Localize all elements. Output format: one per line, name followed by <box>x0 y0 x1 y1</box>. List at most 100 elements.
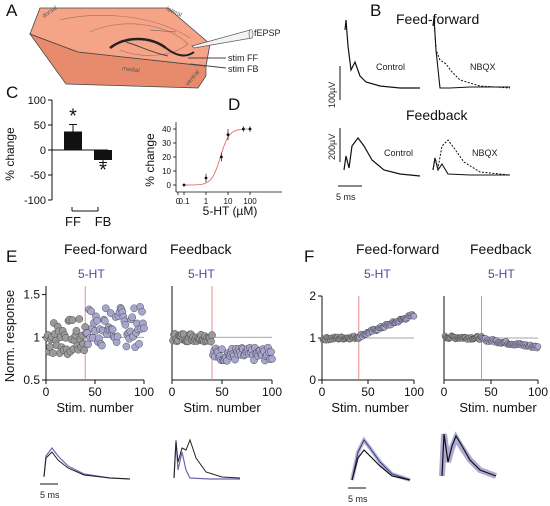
d-x-tick-label: 1 <box>204 197 209 206</box>
f-ff-title: Feed-forward <box>356 241 439 257</box>
cell-layer <box>109 37 167 50</box>
y-tick-label: 1.5 <box>23 288 40 302</box>
panel-label-d: D <box>228 95 240 114</box>
ff-nbqx-dotted-trace <box>432 17 511 89</box>
d-points <box>182 126 252 187</box>
d-y-tick-label: 10 <box>162 167 171 176</box>
d-y-tick-label: 20 <box>162 153 171 162</box>
e-ff-scatter: 0 50 100 0.5 1 1.5 <box>23 286 154 399</box>
d-x-tick-label: 0 <box>176 197 181 206</box>
x-tick-label: 100 <box>528 385 548 399</box>
panel-e: Feed-forward Feedback 5-HT 5-HT Norm. re… <box>2 241 282 500</box>
c-significance-star: * <box>99 160 107 182</box>
d-y-tick-label: 0 <box>167 181 172 190</box>
x-tick-label: 0 <box>169 385 176 399</box>
x-tick-label: 100 <box>262 385 282 399</box>
f-ff-drug-trace <box>351 439 411 481</box>
f-time-scale-label: 5 ms <box>348 494 368 504</box>
data-point-drug <box>98 341 106 350</box>
fb-control-trace <box>343 137 421 177</box>
x-tick-label: 0 <box>43 385 50 399</box>
c-y-tick-label: 50 <box>34 120 46 132</box>
c-y-tick-label: 0 <box>40 145 46 157</box>
e-ff-title: Feed-forward <box>64 241 147 257</box>
data-point-drug <box>534 343 542 350</box>
panel-label-c: C <box>6 83 18 102</box>
d-sigmoid-fit <box>184 128 250 186</box>
data-point-drug <box>113 332 122 341</box>
f-fb-scatter: 0 50 100 <box>441 296 548 399</box>
f-fb-drug-label: 5-HT <box>488 267 515 281</box>
f-ff-x-axis-label: Stim. number <box>331 400 409 415</box>
d-x-tick-label: 10 <box>224 197 233 206</box>
c-category-label: FB <box>95 214 112 229</box>
y-tick-label: 0.5 <box>23 373 40 387</box>
d-point <box>248 127 252 131</box>
panel-b: Feed-forward Feedback Control NBQX 100µV… <box>327 11 511 202</box>
data-point-baseline <box>49 349 57 357</box>
data-point-drug <box>87 307 95 316</box>
data-point-drug <box>84 340 92 349</box>
f-fb-title: Feedback <box>470 241 532 257</box>
e-y-axis-label: Norm. response <box>2 290 17 382</box>
data-point-drug <box>268 355 276 363</box>
stim-ff-label: stim FF <box>228 53 258 63</box>
y-tick-label: 1 <box>309 331 316 345</box>
d-point <box>226 133 230 137</box>
d-x-axis-label: 5-HT (µM) <box>203 204 258 218</box>
y-tick-label: 1 <box>33 330 40 344</box>
c-y-ticks: 100 50 0 -50 -100 <box>24 95 52 207</box>
ff-nbqx-trace <box>432 17 510 89</box>
e-fb-drug-trace <box>173 439 240 480</box>
c-bars: * FF * FB <box>64 106 112 229</box>
f-ff-drug-label: 5-HT <box>364 267 391 281</box>
e-ff-x-axis-label: Stim. number <box>56 400 134 415</box>
e-fb-drug-label: 5-HT <box>188 267 215 281</box>
b-time-scale-label: 5 ms <box>336 192 356 202</box>
d-y-axis-label: % change <box>143 133 157 187</box>
data-point-baseline <box>80 346 88 355</box>
c-y-tick-label: -100 <box>24 195 46 207</box>
e-fb-scatter: 0 50 100 <box>169 286 282 399</box>
x-tick-label: 0 <box>441 385 448 399</box>
fb-control-label: Control <box>384 148 413 158</box>
y-tick-label: 0 <box>309 373 316 387</box>
d-y-tick-label: 30 <box>162 139 171 148</box>
panel-f: Feed-forward Feedback 5-HT 5-HT 0 50 100 0 1… <box>309 241 548 504</box>
f-ff-scatter: 0 50 100 0 1 2 <box>309 289 424 399</box>
c-y-tick-label: -50 <box>30 170 46 182</box>
fb-trace-title: Feedback <box>406 107 468 123</box>
c-significance-star: * <box>69 106 77 128</box>
fiber-path <box>125 41 169 57</box>
ff-voltage-scale-label: 100µV <box>327 82 337 108</box>
data-point-baseline <box>208 331 216 339</box>
f-fb-control-trace <box>441 433 497 477</box>
slice-contour <box>149 29 177 33</box>
d-y-tick-label: 40 <box>162 125 171 134</box>
data-point-drug <box>101 317 109 325</box>
data-point-drug <box>218 345 226 354</box>
x-tick-label: 50 <box>484 385 498 399</box>
c-bar-ff <box>64 131 82 150</box>
c-y-axis-label: % change <box>3 127 17 181</box>
orientation-medial: medial <box>122 66 140 74</box>
data-point-drug <box>128 313 136 322</box>
fb-nbqx-trace <box>432 157 510 176</box>
data-point-drug <box>122 342 131 351</box>
x-tick-label: 50 <box>215 385 229 399</box>
e-fb-control-trace <box>173 438 241 479</box>
stim-fb-electrode <box>189 63 227 69</box>
slice-schematic: fEPSP stim FF stim FB dorsal lateral med… <box>29 5 281 89</box>
panel-label-a: A <box>6 1 18 20</box>
slice-contour <box>89 23 189 56</box>
e-ff-drug-label: 5-HT <box>78 267 105 281</box>
x-tick-label: 100 <box>404 385 424 399</box>
d-point <box>204 176 208 180</box>
cell-layer <box>165 47 195 57</box>
d-point <box>182 183 186 187</box>
d-point <box>241 127 245 131</box>
data-point-drug <box>108 325 117 334</box>
data-point-baseline <box>75 315 84 323</box>
